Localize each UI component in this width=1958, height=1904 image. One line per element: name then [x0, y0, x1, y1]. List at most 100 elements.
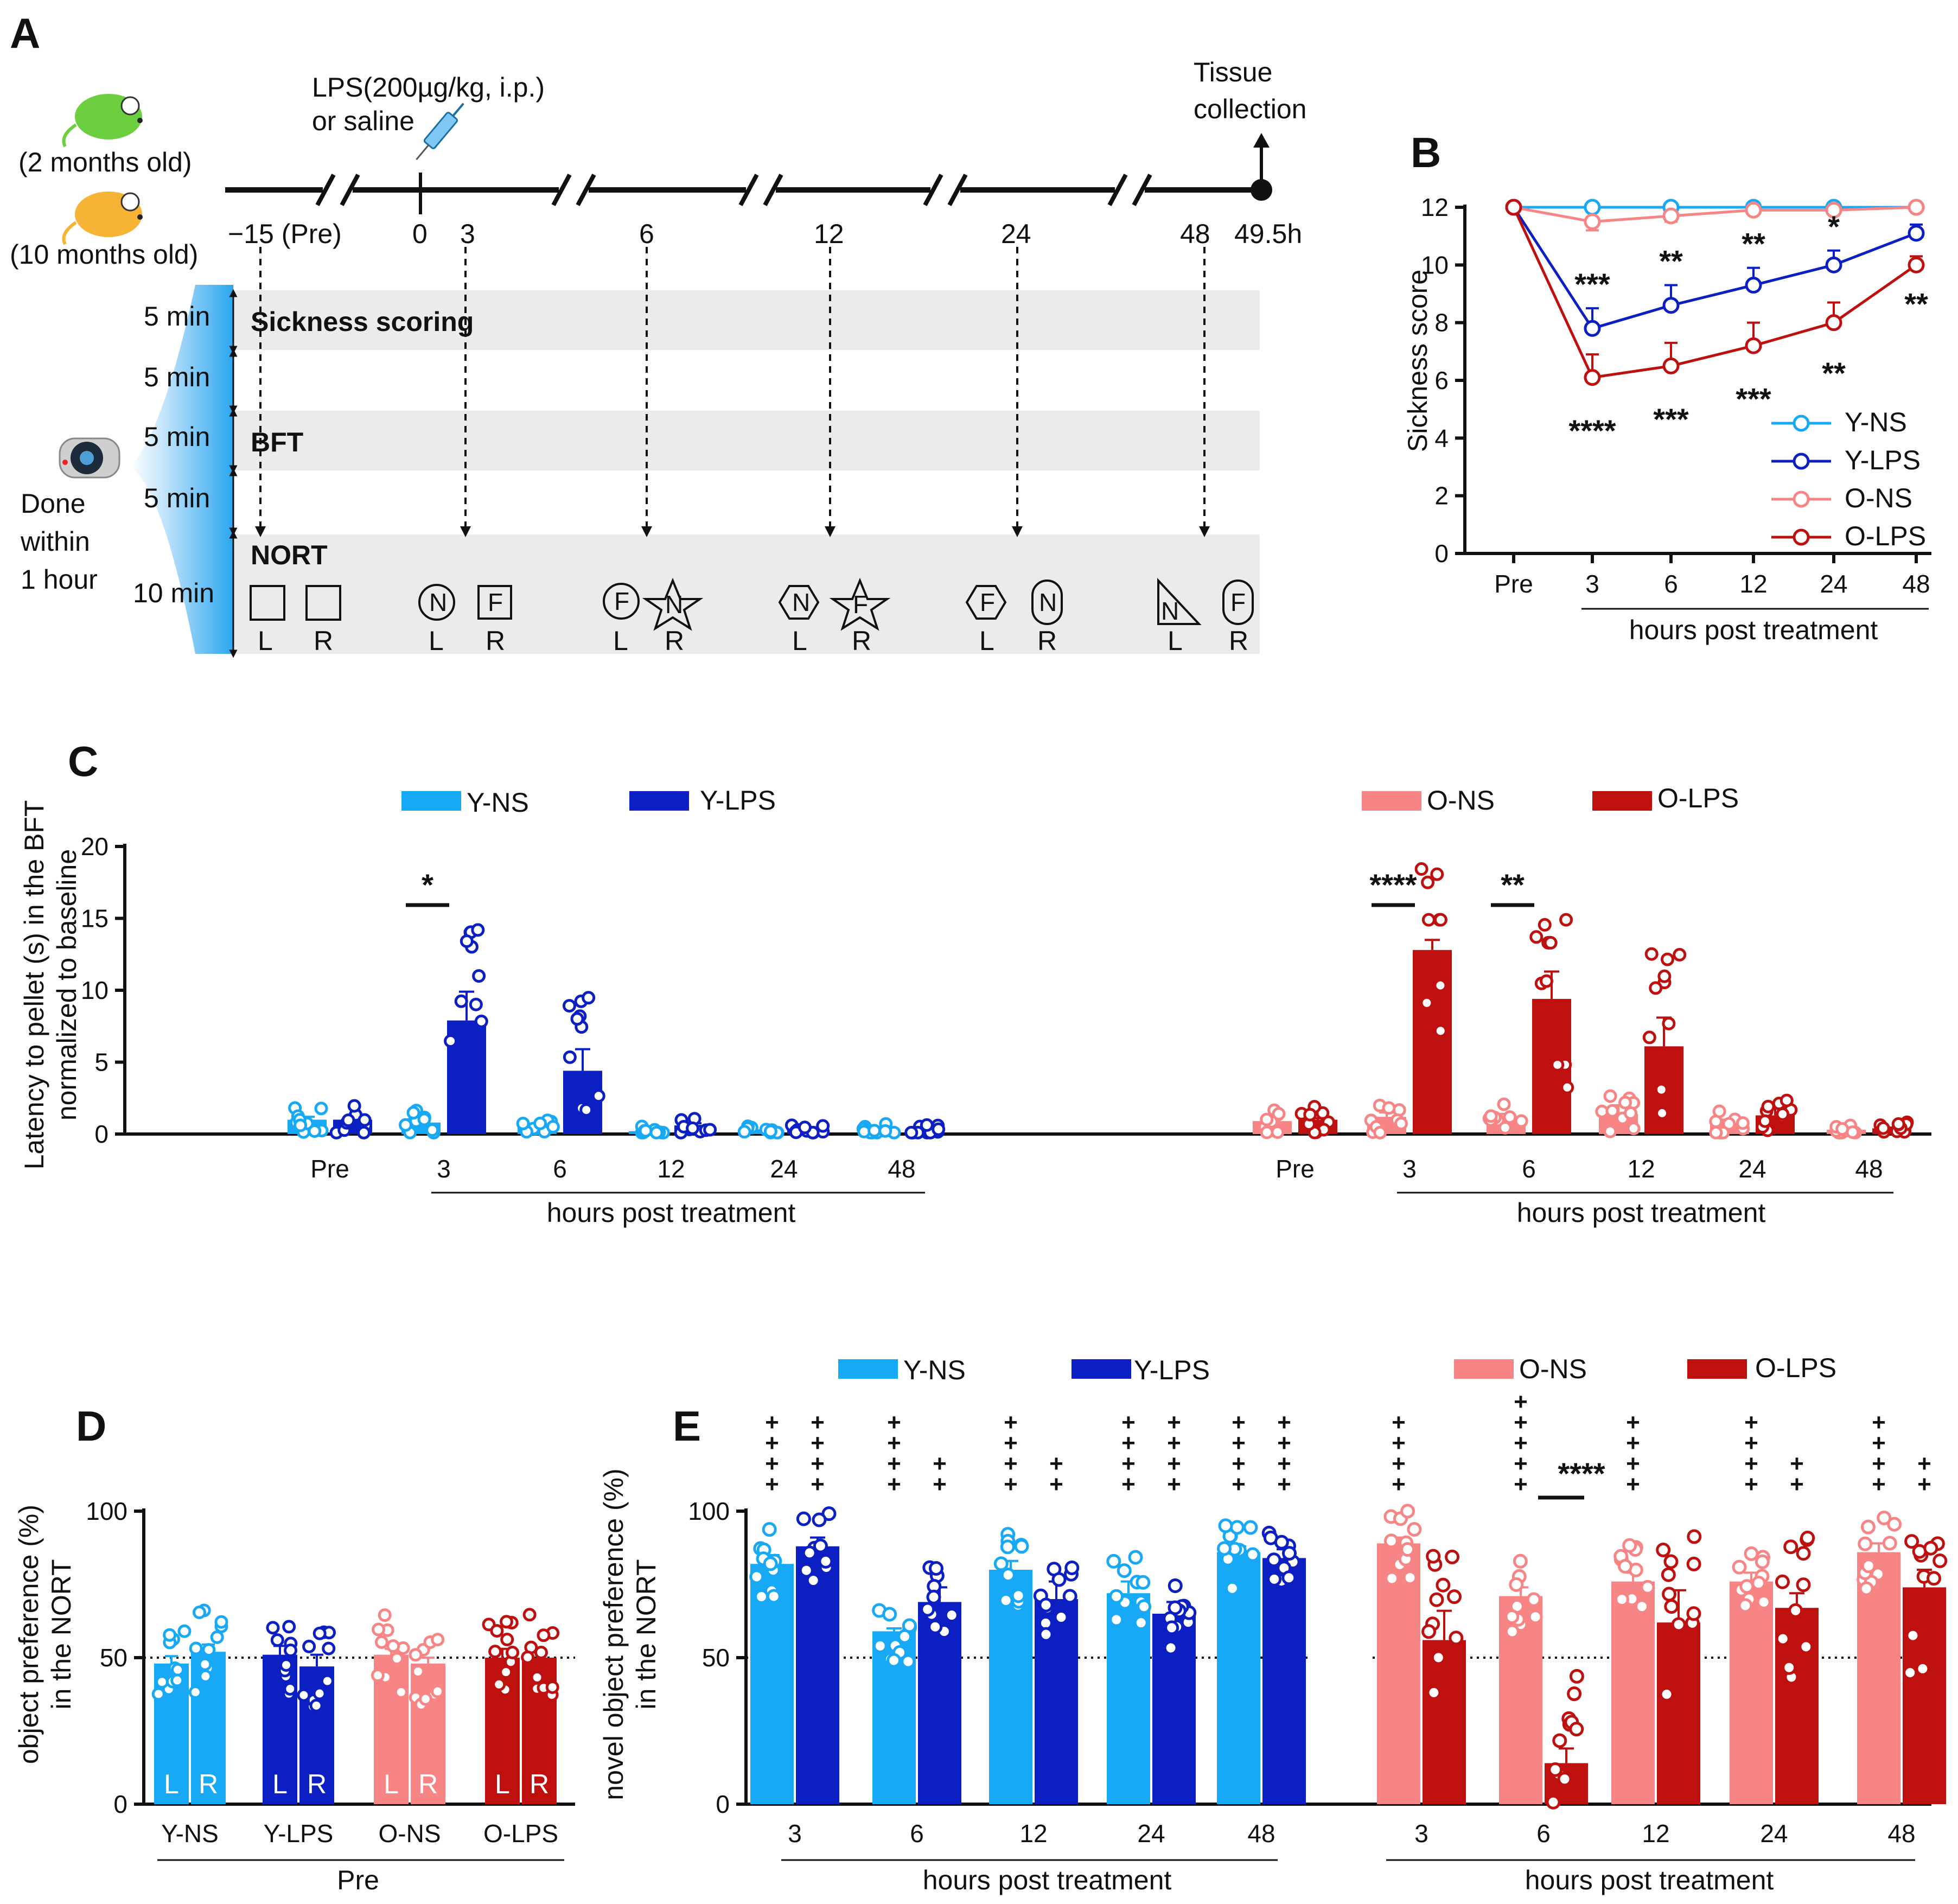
e-xtick-label: 12: [1642, 1819, 1669, 1848]
e-xtick-label: 3: [788, 1819, 802, 1848]
object-pill-icon: [1031, 580, 1063, 625]
c-ytick-label: 15: [81, 905, 109, 933]
e-data-point: [1106, 1553, 1121, 1569]
e-data-point: [1011, 1588, 1026, 1603]
object-circle-icon: [418, 584, 455, 621]
panel-d: D object preference (%) in the NORT Pre …: [14, 1402, 575, 1895]
d-data-point: [283, 1682, 297, 1696]
e-plus-marker: +: [1917, 1471, 1931, 1498]
e-data-point: [1267, 1571, 1282, 1587]
svg-text:R: R: [665, 626, 684, 656]
e-data-point: [1796, 1546, 1811, 1561]
c-data-point: [649, 1125, 664, 1139]
c-data-point: [341, 1113, 355, 1128]
object-star-icon: [642, 577, 704, 631]
e-data-point: [1217, 1541, 1232, 1556]
d-data-point: [189, 1641, 203, 1655]
e-data-point: [1798, 1639, 1814, 1654]
d-data-point: [188, 1685, 202, 1699]
d-data-point: [394, 1685, 408, 1699]
e-plus-marker: +: [765, 1450, 779, 1477]
c-data-point: [1433, 978, 1447, 992]
e-plus-marker: +: [811, 1430, 825, 1456]
d-data-point: [270, 1633, 284, 1647]
c-data-point: [1394, 1117, 1408, 1131]
e-data-point: [1402, 1570, 1418, 1585]
c-data-point: [920, 1118, 934, 1132]
d-data-point: [374, 1635, 388, 1649]
c-xtick-label: 3: [1402, 1155, 1417, 1183]
timepoint-3: 3: [460, 219, 475, 249]
old-mouse-age: (10 months old): [10, 239, 198, 270]
e-data-point: [802, 1545, 817, 1561]
panel-c: C Latency to pellet (s) in the BFT norma…: [19, 737, 1931, 1228]
e-legend-swatch-o-ns: [1454, 1359, 1514, 1379]
done-line-2: within: [20, 526, 90, 557]
d-data-point: [488, 1645, 502, 1659]
c-data-point: [570, 1012, 584, 1026]
e-data-point: [944, 1608, 959, 1623]
side-labels: L R L R L R L R L R L R: [258, 626, 1248, 656]
c-data-point: [1758, 1114, 1772, 1128]
e-data-point: [1664, 1599, 1679, 1614]
b-ytick-label: 2: [1434, 482, 1449, 510]
e-plus-marker: +: [1872, 1430, 1886, 1456]
c-data-point: [314, 1101, 328, 1116]
d-data-point: [282, 1620, 296, 1634]
e-data-point: [1400, 1542, 1415, 1557]
b-point-o-ns: [1584, 213, 1601, 231]
e-data-point: [1229, 1520, 1245, 1535]
c-data-point: [1835, 1122, 1849, 1136]
panel-c-xlabel-old: hours post treatment: [1517, 1198, 1766, 1228]
e-bar-y-ns: [1217, 1552, 1260, 1804]
e-data-point: [1548, 1762, 1563, 1777]
e-plus-marker: +: [887, 1409, 901, 1436]
d-bar-side-label: L: [495, 1769, 510, 1799]
e-data-point: [796, 1511, 811, 1526]
legend-e-ylps: Y-LPS: [1134, 1355, 1210, 1385]
e-data-point: [901, 1654, 916, 1669]
c-data-point: [1260, 1112, 1274, 1126]
c-data-point: [563, 1050, 577, 1064]
e-data-point: [1687, 1529, 1702, 1544]
e-plus-marker: +: [1167, 1450, 1181, 1477]
c-data-point: [533, 1116, 547, 1130]
lps-dose: LPS(200µg/kg, i.p.): [312, 72, 545, 103]
e-data-point: [1860, 1519, 1876, 1534]
c-data-point: [1420, 996, 1434, 1010]
b-significance: ****: [1568, 413, 1616, 448]
d-bar-side-label: R: [418, 1769, 438, 1799]
panel-c-label: C: [68, 737, 98, 785]
e-data-point: [886, 1653, 902, 1668]
e-data-point: [1400, 1504, 1415, 1519]
e-data-point: [1659, 1686, 1674, 1702]
c-data-point: [1709, 1125, 1723, 1139]
e-data-point: [926, 1589, 941, 1604]
b-point-y-lps: [1745, 277, 1762, 294]
panel-d-xlabel: Pre: [337, 1865, 379, 1895]
e-data-point: [1546, 1794, 1561, 1810]
e-data-point: [1788, 1603, 1803, 1618]
svg-text:N: N: [792, 588, 810, 616]
e-data-point: [1640, 1580, 1655, 1595]
c-ytick-label: 10: [81, 976, 109, 1004]
c-data-point: [1627, 1122, 1641, 1136]
object-letters: N F F N N F F N N F: [429, 587, 1246, 625]
b-xtick-label: 6: [1664, 570, 1678, 598]
e-data-point: [1557, 1772, 1572, 1787]
e-xtick-label: 48: [1247, 1819, 1275, 1848]
c-xtick-label: 48: [1855, 1155, 1883, 1183]
e-data-point: [1128, 1550, 1143, 1565]
e-plus-marker: +: [1744, 1471, 1758, 1498]
panel-b-xlabel: hours post treatment: [1629, 615, 1878, 645]
c-data-point: [1559, 913, 1573, 927]
e-plus-marker: +: [1232, 1450, 1246, 1477]
c-data-point: [1373, 1125, 1387, 1139]
b-point-o-lps: [1662, 357, 1680, 374]
d-data-point: [302, 1639, 316, 1653]
e-data-point: [1861, 1558, 1876, 1574]
c-data-point: [878, 1124, 892, 1138]
d-ytick-label: 0: [113, 1790, 127, 1818]
